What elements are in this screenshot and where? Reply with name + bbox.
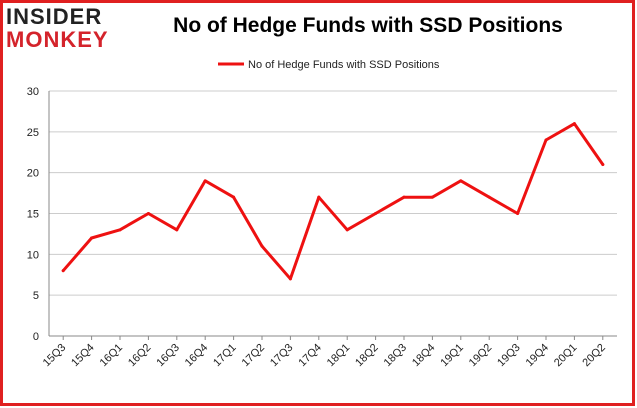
data-point-17Q4 bbox=[317, 195, 321, 199]
data-point-15Q4 bbox=[90, 236, 94, 240]
x-tick-label-15Q3: 15Q3 bbox=[41, 342, 69, 370]
data-point-19Q2 bbox=[487, 195, 491, 199]
data-point-15Q3 bbox=[61, 269, 65, 273]
insider-monkey-logo: INSIDER MONKEY bbox=[6, 6, 118, 52]
x-tick-label-19Q1: 19Q1 bbox=[438, 342, 466, 370]
x-tick-label-15Q4: 15Q4 bbox=[69, 342, 97, 370]
x-tick-label-19Q4: 19Q4 bbox=[524, 342, 552, 370]
data-point-16Q3 bbox=[175, 228, 179, 232]
x-tick-label-20Q2: 20Q2 bbox=[580, 342, 608, 370]
x-tick-label-16Q3: 16Q3 bbox=[154, 342, 182, 370]
x-tick-label-17Q3: 17Q3 bbox=[268, 342, 296, 370]
data-point-18Q2 bbox=[374, 212, 378, 215]
data-point-18Q3 bbox=[402, 195, 406, 199]
y-tick-label-15: 15 bbox=[27, 209, 39, 221]
data-point-19Q4 bbox=[544, 138, 548, 142]
data-point-17Q3 bbox=[288, 277, 292, 281]
data-point-19Q1 bbox=[459, 179, 463, 183]
x-tick-label-16Q2: 16Q2 bbox=[126, 342, 154, 370]
x-tick-label-18Q2: 18Q2 bbox=[353, 342, 381, 370]
x-tick-label-16Q1: 16Q1 bbox=[98, 342, 126, 370]
x-tick-label-20Q1: 20Q1 bbox=[552, 342, 580, 370]
logo-bottom-text: MONKEY bbox=[6, 27, 109, 52]
data-point-20Q1 bbox=[572, 122, 576, 126]
data-point-16Q2 bbox=[146, 212, 150, 215]
x-tick-label-18Q1: 18Q1 bbox=[325, 342, 353, 370]
data-point-16Q1 bbox=[118, 228, 122, 232]
y-tick-label-20: 20 bbox=[27, 168, 39, 180]
y-tick-label-0: 0 bbox=[33, 331, 39, 343]
x-tick-label-18Q4: 18Q4 bbox=[410, 342, 438, 370]
chart-title: No of Hedge Funds with SSD Positions bbox=[173, 14, 563, 37]
data-point-19Q3 bbox=[516, 212, 520, 215]
x-tick-label-17Q4: 17Q4 bbox=[296, 342, 324, 370]
x-tick-label-19Q3: 19Q3 bbox=[495, 342, 523, 370]
x-tick-label-19Q2: 19Q2 bbox=[467, 342, 495, 370]
data-point-17Q2 bbox=[260, 244, 264, 248]
y-tick-label-10: 10 bbox=[27, 249, 39, 261]
legend-label: No of Hedge Funds with SSD Positions bbox=[248, 59, 440, 71]
data-point-17Q1 bbox=[232, 195, 236, 199]
series-line bbox=[61, 122, 605, 281]
y-tick-label-25: 25 bbox=[27, 127, 39, 139]
y-tick-label-30: 30 bbox=[27, 86, 39, 98]
x-tick-label-16Q4: 16Q4 bbox=[183, 342, 211, 370]
data-point-18Q4 bbox=[430, 195, 434, 199]
x-tick-label-17Q2: 17Q2 bbox=[240, 342, 268, 370]
x-tick-label-18Q3: 18Q3 bbox=[382, 342, 410, 370]
data-point-16Q4 bbox=[203, 179, 207, 183]
data-point-18Q1 bbox=[345, 228, 349, 232]
data-point-20Q2 bbox=[601, 163, 605, 166]
logo-top-text: INSIDER bbox=[6, 4, 103, 29]
x-tick-label-17Q1: 17Q1 bbox=[211, 342, 239, 370]
y-tick-label-5: 5 bbox=[33, 290, 39, 302]
